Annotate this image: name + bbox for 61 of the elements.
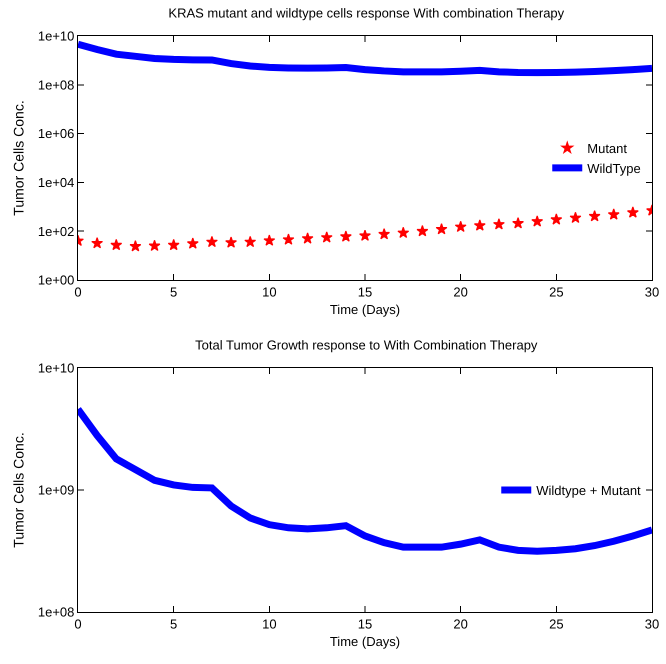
- point: [397, 226, 410, 238]
- chart-title: Total Tumor Growth response to With Combination Therapy: [195, 337, 538, 352]
- point: [626, 206, 639, 218]
- point: [531, 215, 544, 227]
- x-tick-label: 20: [453, 284, 468, 300]
- point: [225, 236, 237, 248]
- point: [244, 236, 256, 248]
- point: [493, 218, 505, 230]
- y-tick-label: 1e+08: [38, 77, 74, 92]
- x-tick-label: 5: [170, 284, 178, 300]
- x-tick-label: 30: [644, 284, 660, 300]
- x-tick-label: 5: [170, 616, 178, 632]
- point: [302, 232, 314, 244]
- legend-label: Mutant: [587, 141, 628, 156]
- point: [110, 238, 122, 250]
- point: [416, 225, 428, 236]
- x-tick-label: 0: [74, 284, 82, 300]
- point: [570, 212, 582, 224]
- point: [436, 223, 448, 234]
- y-axis-title: Tumor Cells Conc.: [10, 432, 26, 548]
- x-tick-label: 15: [358, 616, 372, 632]
- point: [550, 213, 562, 225]
- x-tick-label: 10: [262, 616, 277, 632]
- x-tick-label: 20: [453, 616, 468, 632]
- y-tick-label: 1e+00: [38, 272, 74, 288]
- y-tick-label: 1e+06: [38, 126, 74, 142]
- y-axis-title: Tumor Cells Conc.: [10, 100, 26, 216]
- point: [359, 230, 371, 241]
- point: [148, 240, 160, 252]
- point: [378, 228, 390, 240]
- x-tick-label: 25: [549, 616, 564, 632]
- point: [340, 230, 352, 242]
- point: [320, 231, 333, 243]
- point: [129, 240, 142, 252]
- x-tick-label: 0: [74, 616, 82, 632]
- point: [168, 238, 180, 250]
- point: [206, 236, 218, 248]
- y-tick-label: 1e+04: [38, 174, 74, 190]
- y-tick-label: 1e+10: [38, 28, 74, 44]
- point: [263, 234, 276, 246]
- x-tick-label: 30: [644, 616, 660, 632]
- x-tick-label: 10: [262, 284, 277, 300]
- point: [608, 208, 620, 220]
- point: [454, 220, 467, 232]
- y-tick-label: 1e+08: [38, 604, 74, 620]
- point: [474, 219, 486, 231]
- point: [588, 210, 601, 222]
- legend-label: Wildtype + Mutant: [536, 483, 642, 498]
- x-axis-title: Time (Days): [330, 634, 400, 650]
- point: [186, 237, 199, 249]
- y-tick-label: 1e+02: [38, 224, 74, 239]
- x-tick-label: 15: [358, 284, 372, 300]
- x-axis-title: Time (Days): [330, 302, 400, 318]
- legend-label: WildType: [587, 160, 641, 176]
- x-tick-label: 25: [549, 284, 564, 300]
- y-tick-label: 1e+09: [38, 482, 74, 498]
- point: [282, 233, 294, 245]
- point: [512, 217, 524, 228]
- chart-title: KRAS mutant and wildtype cells response With combination Therapy: [168, 5, 565, 20]
- y-tick-label: 1e+10: [38, 360, 74, 376]
- point: [91, 237, 104, 248]
